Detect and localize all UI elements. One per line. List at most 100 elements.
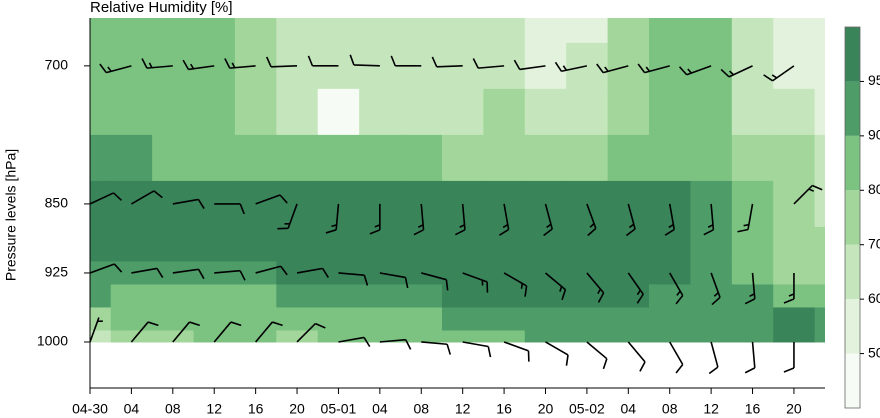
wind-barb bbox=[390, 55, 422, 67]
contour-cell bbox=[152, 307, 195, 331]
contour-cell bbox=[649, 284, 691, 308]
contour-cell bbox=[441, 134, 484, 182]
wind-barb bbox=[413, 203, 425, 236]
wind-barb bbox=[703, 203, 715, 236]
contour-cell bbox=[441, 284, 484, 308]
contour-cell bbox=[607, 330, 650, 343]
contour-cell bbox=[317, 226, 360, 262]
y-tick-label: 700 bbox=[45, 57, 69, 73]
wind-barb bbox=[349, 54, 380, 67]
wind-barb bbox=[596, 63, 629, 74]
contour-cell bbox=[814, 18, 825, 44]
contour-cell bbox=[90, 18, 112, 44]
contour-cell bbox=[731, 307, 774, 331]
wind-barb bbox=[296, 322, 326, 343]
contour-cell bbox=[814, 42, 825, 90]
contour-cell bbox=[773, 226, 816, 262]
wind-barb bbox=[744, 341, 756, 374]
contour-cell bbox=[234, 18, 277, 44]
x-tick-label: 20 bbox=[289, 401, 305, 417]
wind-barb bbox=[586, 341, 608, 370]
contour-cell bbox=[152, 42, 195, 90]
wind-barb bbox=[421, 272, 449, 291]
colorbar-tick-label: 90 bbox=[868, 127, 880, 143]
contour-cell bbox=[441, 226, 484, 262]
wind-barb bbox=[265, 56, 298, 68]
x-tick-label: 05-01 bbox=[321, 401, 357, 417]
contour-cell bbox=[110, 134, 153, 182]
contour-cell bbox=[234, 330, 277, 343]
contour-cell bbox=[814, 261, 825, 285]
contour-cell bbox=[90, 88, 112, 136]
contour-cell bbox=[441, 307, 484, 331]
y-tick-label: 1000 bbox=[37, 333, 68, 349]
contour-cell bbox=[317, 284, 360, 308]
contour-cell bbox=[400, 284, 443, 308]
contour-cell bbox=[731, 134, 774, 182]
wind-barb bbox=[627, 341, 646, 372]
colorbar-block bbox=[845, 244, 860, 300]
wind-barb bbox=[586, 272, 605, 303]
wind-barb bbox=[637, 63, 670, 74]
wind-barb bbox=[678, 65, 712, 76]
colorbar-block bbox=[845, 27, 860, 82]
x-tick-label: 08 bbox=[165, 401, 181, 417]
wind-barb bbox=[369, 203, 381, 235]
contour-cell bbox=[566, 134, 609, 182]
contour-cell bbox=[731, 330, 774, 343]
wind-barb bbox=[172, 198, 205, 209]
contour-cell bbox=[276, 226, 319, 262]
wind-barb bbox=[503, 272, 528, 297]
wind-barb bbox=[131, 267, 164, 279]
contour-cell bbox=[110, 18, 153, 44]
contour-cell bbox=[276, 307, 319, 331]
wind-barb bbox=[783, 272, 795, 304]
wind-barb bbox=[338, 272, 369, 286]
contour-cell bbox=[524, 330, 567, 343]
contour-cell bbox=[110, 330, 153, 343]
contour-cell bbox=[400, 226, 443, 262]
contour-cell bbox=[524, 134, 567, 182]
wind-barb bbox=[472, 58, 505, 69]
contour-cell bbox=[649, 18, 691, 44]
contour-cell bbox=[524, 18, 567, 44]
wind-barb bbox=[763, 65, 795, 82]
colorbar-tick-label: 60 bbox=[868, 290, 880, 306]
x-tick-label: 16 bbox=[745, 401, 761, 417]
contour-cell bbox=[690, 307, 733, 331]
contour-cell bbox=[359, 88, 402, 136]
contour-cell bbox=[814, 180, 825, 228]
contour-cell bbox=[317, 88, 360, 136]
contour-cell bbox=[649, 307, 691, 331]
contour-cell bbox=[193, 88, 236, 136]
y-tick-label: 925 bbox=[45, 264, 69, 280]
contour-cell bbox=[607, 42, 650, 90]
contour-cell bbox=[90, 330, 112, 343]
contour-cell bbox=[400, 307, 443, 331]
x-tick-label: 12 bbox=[206, 401, 222, 417]
colorbar-tick-label: 80 bbox=[868, 181, 880, 197]
wind-barb bbox=[296, 267, 330, 279]
contour-cell bbox=[607, 134, 650, 182]
contour-cell bbox=[234, 42, 277, 90]
contour-cell bbox=[276, 18, 319, 44]
y-tick-label: 850 bbox=[45, 195, 69, 211]
x-tick-label: 08 bbox=[413, 401, 429, 417]
contour-cell bbox=[773, 18, 816, 44]
wind-barb bbox=[421, 341, 452, 355]
contour-cell bbox=[773, 88, 816, 136]
wind-barb bbox=[503, 341, 530, 362]
wind-barb bbox=[172, 321, 201, 343]
contour-cell bbox=[690, 284, 733, 308]
contour-cell bbox=[690, 88, 733, 136]
wind-barb bbox=[214, 269, 246, 281]
wind-barb bbox=[307, 55, 339, 67]
contour-cell bbox=[441, 88, 484, 136]
contour-cell bbox=[524, 284, 567, 308]
x-tick-label: 08 bbox=[662, 401, 678, 417]
contour-cell bbox=[110, 284, 153, 308]
contour-cell bbox=[152, 88, 195, 136]
colorbar-tick-label: 50 bbox=[868, 344, 880, 360]
x-tick-label: 04 bbox=[621, 401, 637, 417]
contour-cell bbox=[607, 307, 650, 331]
